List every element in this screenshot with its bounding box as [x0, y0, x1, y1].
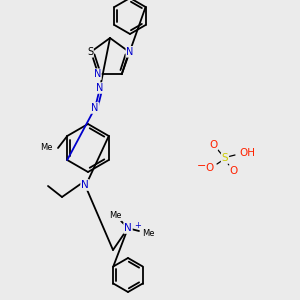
Text: +: +: [134, 220, 141, 230]
Text: O: O: [209, 140, 217, 150]
Text: N: N: [124, 223, 132, 233]
Text: O: O: [229, 166, 237, 176]
Text: N: N: [94, 69, 101, 79]
Text: O: O: [205, 163, 213, 173]
Text: S: S: [222, 153, 228, 163]
Text: N: N: [81, 180, 89, 190]
Text: Me: Me: [40, 143, 52, 152]
Text: −: −: [197, 161, 207, 171]
Text: N: N: [91, 103, 99, 113]
Text: N: N: [126, 47, 134, 57]
Text: OH: OH: [239, 148, 255, 158]
Text: Me: Me: [142, 229, 154, 238]
Text: Me: Me: [109, 212, 121, 220]
Text: N: N: [96, 83, 104, 93]
Text: S: S: [87, 47, 93, 57]
